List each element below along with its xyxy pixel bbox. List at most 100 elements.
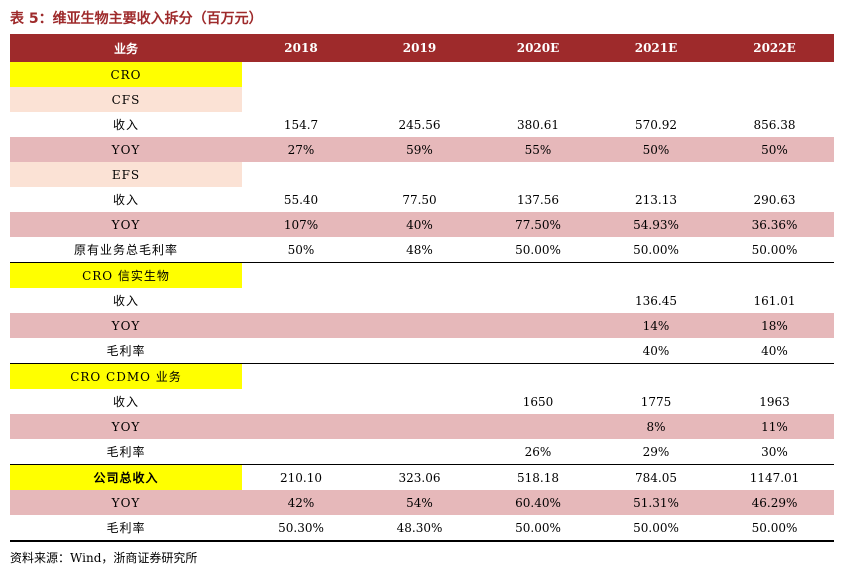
row-label: 收入 [112,118,139,132]
table-row: YOY 8% 11% [10,414,834,439]
table-cell: 1775 [640,394,672,409]
table-cell [242,313,360,338]
table-cell: 50% [597,137,715,162]
table-cell [479,414,597,439]
table-cell: 8% [597,414,715,439]
table-cell: 55% [479,137,597,162]
revenue-breakdown-table: 业务 2018 2019 2020E 2021E 2022E CRO CFS 收入 1… [10,34,834,542]
table-row: CRO 信实生物 [10,262,834,288]
table-cell [597,363,715,389]
row-label: YOY [10,414,242,439]
row-label: YOY [10,137,242,162]
row-label: 公司总收入 [10,464,242,490]
table-cell: 77.50 [402,192,437,207]
table-cell: 30% [761,444,788,459]
table-row: 毛利率 50.30% 48.30% 50.00% 50.00% 50.00% [10,515,834,541]
row-label: YOY [10,212,242,237]
row-label: YOY [10,490,242,515]
table-cell [360,363,479,389]
table-cell: 51.31% [597,490,715,515]
table-cell: 210.10 [242,464,360,490]
table-title: 表 5：维亚生物主要收入拆分（百万元） [10,11,263,27]
table-row: 收入 136.45 161.01 [10,288,834,313]
table-cell [479,363,597,389]
table-cell [360,338,479,364]
table-cell: 50.00% [751,520,798,535]
table-cell: 1147.01 [715,464,834,490]
table-cell [242,62,360,87]
table-cell [242,439,360,465]
table-cell: 50% [287,242,315,257]
row-label: CRO [10,62,242,87]
table-row: YOY 42% 54% 60.40% 51.31% 46.29% [10,490,834,515]
table-cell: 50.00% [751,242,798,257]
table-row: CFS [10,87,834,112]
row-label: 收入 [112,193,139,207]
header-row: 业务 2018 2019 2020E 2021E 2022E [10,34,834,62]
row-label: CRO CDMO 业务 [10,363,242,389]
row-label: CFS [10,87,242,112]
table-cell: 570.92 [635,117,677,132]
table-cell: 137.56 [517,192,559,207]
table-cell [360,162,479,187]
table-cell: 50.00% [515,242,561,257]
source-note: 资料来源：Wind，浙商证券研究所 [10,551,198,565]
table-cell [360,262,479,288]
table-row: 原有业务总毛利率 50% 48% 50.00% 50.00% 50.00% [10,237,834,263]
table-cell [242,262,360,288]
table-cell: 11% [715,414,834,439]
row-label: 毛利率 [106,521,146,535]
table-cell: 77.50% [479,212,597,237]
table-cell [360,389,479,414]
table-cell: 36.36% [715,212,834,237]
row-label: 毛利率 [106,344,146,358]
column-header: 2018 [242,34,360,62]
row-label: CRO 信实生物 [10,262,242,288]
table-cell [715,363,834,389]
table-row: YOY 14% 18% [10,313,834,338]
table-cell [242,162,360,187]
table-cell: 856.38 [753,117,796,132]
table-row: 收入 55.40 77.50 137.56 213.13 290.63 [10,187,834,212]
table-cell: 380.61 [517,117,559,132]
table-cell: 59% [360,137,479,162]
table-cell: 48.30% [396,520,443,535]
table-row: 毛利率 26% 29% 30% [10,439,834,465]
table-cell [479,288,597,313]
table-cell [715,162,834,187]
table-cell: 213.13 [635,192,677,207]
row-label: 收入 [112,395,139,409]
table-cell [479,313,597,338]
table-cell [715,62,834,87]
table-cell [360,439,479,465]
table-row: CRO [10,62,834,87]
table-cell: 107% [242,212,360,237]
row-label: YOY [10,313,242,338]
column-header: 2021E [597,34,715,62]
table-cell [360,62,479,87]
table-cell: 48% [406,242,433,257]
table-cell [360,313,479,338]
table-cell: 50.30% [278,520,324,535]
table-cell: 46.29% [715,490,834,515]
table-row: YOY 107% 40% 77.50% 54.93% 36.36% [10,212,834,237]
table-cell: 14% [597,313,715,338]
table-cell: 50% [715,137,834,162]
table-cell: 154.7 [283,117,319,132]
table-cell: 40% [642,343,670,358]
table-cell: 40% [360,212,479,237]
table-cell: 245.56 [398,117,441,132]
table-cell [597,162,715,187]
row-label: EFS [10,162,242,187]
table-cell: 50.00% [515,520,561,535]
table-row: 公司总收入 210.10 323.06 518.18 784.05 1147.01 [10,464,834,490]
table-cell [360,288,479,313]
table-cell: 54.93% [597,212,715,237]
table-cell: 784.05 [597,464,715,490]
table-row: 收入 1650 1775 1963 [10,389,834,414]
table-row: CRO CDMO 业务 [10,363,834,389]
table-row: YOY 27% 59% 55% 50% 50% [10,137,834,162]
table-cell: 26% [524,444,552,459]
table-cell: 29% [642,444,670,459]
table-cell: 1650 [522,394,554,409]
